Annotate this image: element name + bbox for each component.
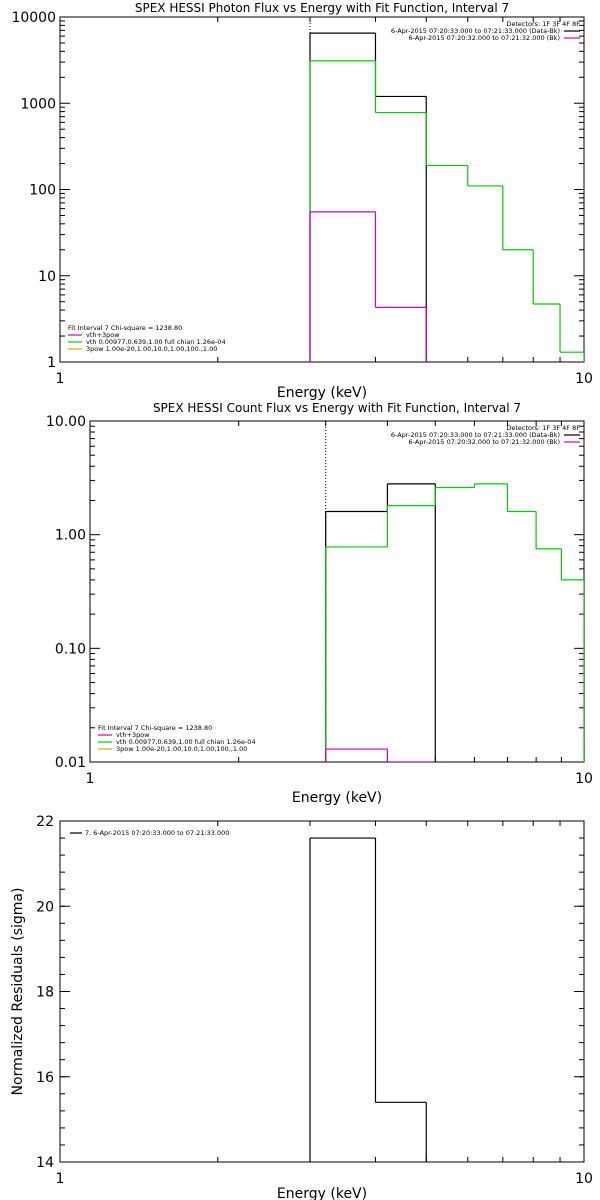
y-ticks	[60, 820, 584, 1163]
panel-3: 1 10 Energy (keV) 14 16 18 20 22 Normalized Resi…	[10, 814, 593, 1200]
plot-frame	[59, 820, 585, 1163]
x-tick-label: 10	[575, 1171, 593, 1187]
legend-header: Detectors: 1F 3F 4F 8F	[506, 424, 580, 432]
x-axis-label: Energy (keV)	[292, 790, 382, 806]
legend-header: Fit Interval 7 Chi-square = 1238.80	[98, 724, 212, 732]
y-tick-label: 18	[36, 985, 54, 1001]
x-tick-label: 1	[56, 371, 65, 387]
legend-header: Fit Interval 7 Chi-square = 1238.80	[68, 324, 182, 332]
y-tick-label: 22	[36, 814, 54, 830]
y-tick-label: 14	[36, 1155, 54, 1171]
x-axis-label: Energy (keV)	[277, 385, 367, 401]
series-1	[309, 32, 427, 362]
panel-1: SPEX HESSI Photon Flux vs Energy with Fi…	[11, 1, 592, 401]
y-ticks	[90, 420, 584, 763]
plot-frame	[59, 16, 585, 363]
y-tick-label: 0.10	[55, 641, 86, 657]
legend-entry: 6-Apr-2015 07:20:32.000 to 07:21:32.000 …	[409, 438, 560, 446]
x-ticks	[89, 421, 585, 762]
series-1	[309, 837, 427, 1162]
legend-header: Detectors: 1F 3F 4F 8F	[506, 20, 580, 28]
x-tick-label: 1	[86, 771, 95, 787]
y-ticks	[60, 16, 584, 363]
y-tick-label: 10000	[11, 10, 56, 26]
legend-entry: vth+3pow	[116, 731, 150, 739]
x-ticks	[59, 17, 585, 362]
legend-entry: vth 0.00977,0.639,1.00 full chian 1.26e-…	[86, 338, 226, 346]
y-tick-label: 1000	[20, 96, 56, 112]
legend-entry: vth+3pow	[86, 331, 120, 339]
y-tick-label: 10.00	[46, 414, 86, 430]
y-tick-label: 1.00	[55, 528, 86, 544]
legend-top-right: Detectors: 1F 3F 4F 8F6-Apr-2015 07:20:3…	[391, 20, 580, 42]
panel-2: SPEX HESSI Count Flux vs Energy with Fit…	[46, 401, 593, 806]
legend-entry: 6-Apr-2015 07:20:33.000 to 07:21:33.000 …	[391, 27, 560, 35]
legend-bottom-left: Fit Interval 7 Chi-square = 1238.80vth+3…	[98, 724, 256, 753]
series-1	[325, 483, 436, 762]
legend-entry: 6-Apr-2015 07:20:33.000 to 07:21:33.000 …	[391, 431, 560, 439]
y-tick-label: 10	[38, 269, 56, 285]
data-area	[325, 421, 584, 762]
chart-title: SPEX HESSI Count Flux vs Energy with Fit…	[153, 401, 521, 415]
x-tick-label: 10	[575, 771, 593, 787]
legend-bottom-left: Fit Interval 7 Chi-square = 1238.80vth+3…	[68, 324, 226, 353]
y-axis-label: Normalized Residuals (sigma)	[10, 888, 26, 1096]
y-tick-label: 1	[47, 355, 56, 371]
chart-title: SPEX HESSI Photon Flux vs Energy with Fi…	[135, 1, 509, 15]
y-tick-label: 100	[29, 183, 56, 199]
x-ticks	[59, 821, 585, 1162]
legend-top-left: 7. 6-Apr-2015 07:20:33.000 to 07:21:33.0…	[70, 829, 229, 837]
legend-entry: 3pow 1.00e-20,1.00,10.0,1.00,100.,1.00	[116, 745, 247, 753]
legend-entry: 7. 6-Apr-2015 07:20:33.000 to 07:21:33.0…	[85, 829, 229, 837]
legend-entry: vth 0.00977,0.639,1.00 full chian 1.26e-…	[116, 738, 256, 746]
series-2	[325, 483, 584, 762]
y-tick-label: 16	[36, 1070, 54, 1086]
x-axis-label: Energy (keV)	[277, 1186, 367, 1200]
x-tick-label: 1	[56, 1171, 65, 1187]
x-tick-label: 10	[575, 371, 593, 387]
y-tick-label: 20	[36, 899, 54, 915]
y-tick-label: 0.01	[55, 755, 86, 771]
plot-frame	[89, 420, 585, 763]
series-3	[325, 748, 436, 762]
series-2	[309, 60, 584, 362]
legend-entry: 3pow 1.00e-20,1.00,10.0,1.00,100.,1.00	[86, 345, 217, 353]
series-3	[309, 211, 427, 362]
legend-entry: 6-Apr-2015 07:20:32.000 to 07:21:32.000 …	[409, 34, 560, 42]
data-area	[309, 837, 427, 1162]
legend-top-right: Detectors: 1F 3F 4F 8F6-Apr-2015 07:20:3…	[391, 424, 580, 446]
data-area	[309, 17, 584, 362]
